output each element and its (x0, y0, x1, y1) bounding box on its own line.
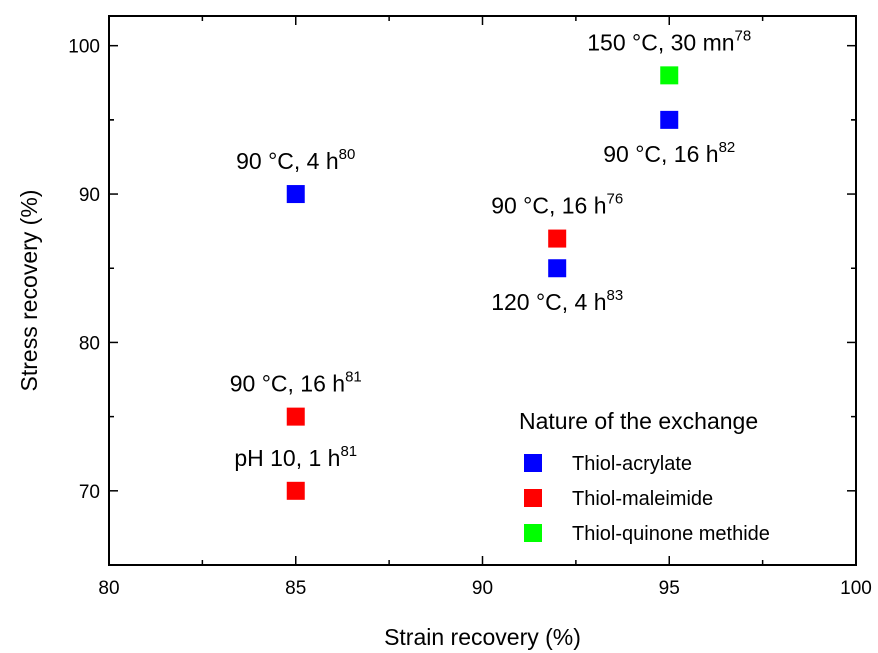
legend: Nature of the exchange Thiol-acrylate Thio… (519, 408, 770, 545)
y-tick-label: 70 (79, 482, 100, 503)
legend-label: Thiol-acrylate (572, 453, 692, 475)
plot-frame (109, 16, 856, 565)
point-label: pH 10, 1 h81 (234, 443, 357, 471)
point-label: 90 °C, 4 h80 (236, 146, 355, 174)
x-tick-label: 95 (659, 578, 680, 599)
point-label-text: 150 °C, 30 mn (587, 29, 734, 55)
point-label-text: 90 °C, 16 h (603, 141, 718, 167)
data-point (287, 185, 305, 203)
point-label-text: 90 °C, 16 h (230, 371, 345, 397)
point-label-text: pH 10, 1 h (234, 445, 340, 471)
data-point (660, 111, 678, 129)
point-label-ref: 80 (339, 146, 356, 163)
point-label-ref: 83 (607, 287, 624, 304)
point-label-text: 90 °C, 16 h (491, 193, 606, 219)
data-point (287, 408, 305, 426)
point-label: 150 °C, 30 mn78 (587, 27, 751, 55)
legend-swatch (524, 524, 542, 542)
x-tick-label: 85 (285, 578, 306, 599)
point-label: 90 °C, 16 h81 (230, 369, 362, 397)
point-label: 120 °C, 4 h83 (491, 287, 623, 315)
x-axis-title: Strain recovery (%) (384, 624, 581, 650)
y-axis-title: Stress recovery (%) (16, 190, 42, 392)
point-label-ref: 82 (719, 139, 736, 156)
y-tick-label: 90 (79, 185, 100, 206)
y-tick-label: 100 (68, 37, 100, 58)
x-tick-label: 90 (472, 578, 493, 599)
point-label-ref: 78 (735, 27, 752, 44)
legend-swatch (524, 489, 542, 507)
point-label-ref: 81 (340, 443, 357, 460)
x-tick-label: 100 (840, 578, 872, 599)
point-label-ref: 76 (607, 191, 624, 208)
data-points (287, 66, 679, 499)
point-label: 90 °C, 16 h76 (491, 191, 623, 219)
legend-title: Nature of the exchange (519, 408, 758, 434)
data-point (660, 66, 678, 84)
data-point (548, 230, 566, 248)
data-point (548, 259, 566, 277)
x-tick-label: 80 (98, 578, 119, 599)
legend-swatch (524, 454, 542, 472)
y-tick-label: 80 (79, 333, 100, 354)
point-label: 90 °C, 16 h82 (603, 139, 735, 167)
point-label-ref: 81 (345, 369, 362, 386)
legend-label: Thiol-quinone methide (572, 523, 770, 545)
legend-label: Thiol-maleimide (572, 488, 713, 510)
point-label-text: 90 °C, 4 h (236, 148, 339, 174)
point-label-text: 120 °C, 4 h (491, 289, 606, 315)
axes: 80 85 90 95 100 70 80 90 100 Strain recovery (%) S… (16, 16, 872, 650)
data-point (287, 482, 305, 500)
